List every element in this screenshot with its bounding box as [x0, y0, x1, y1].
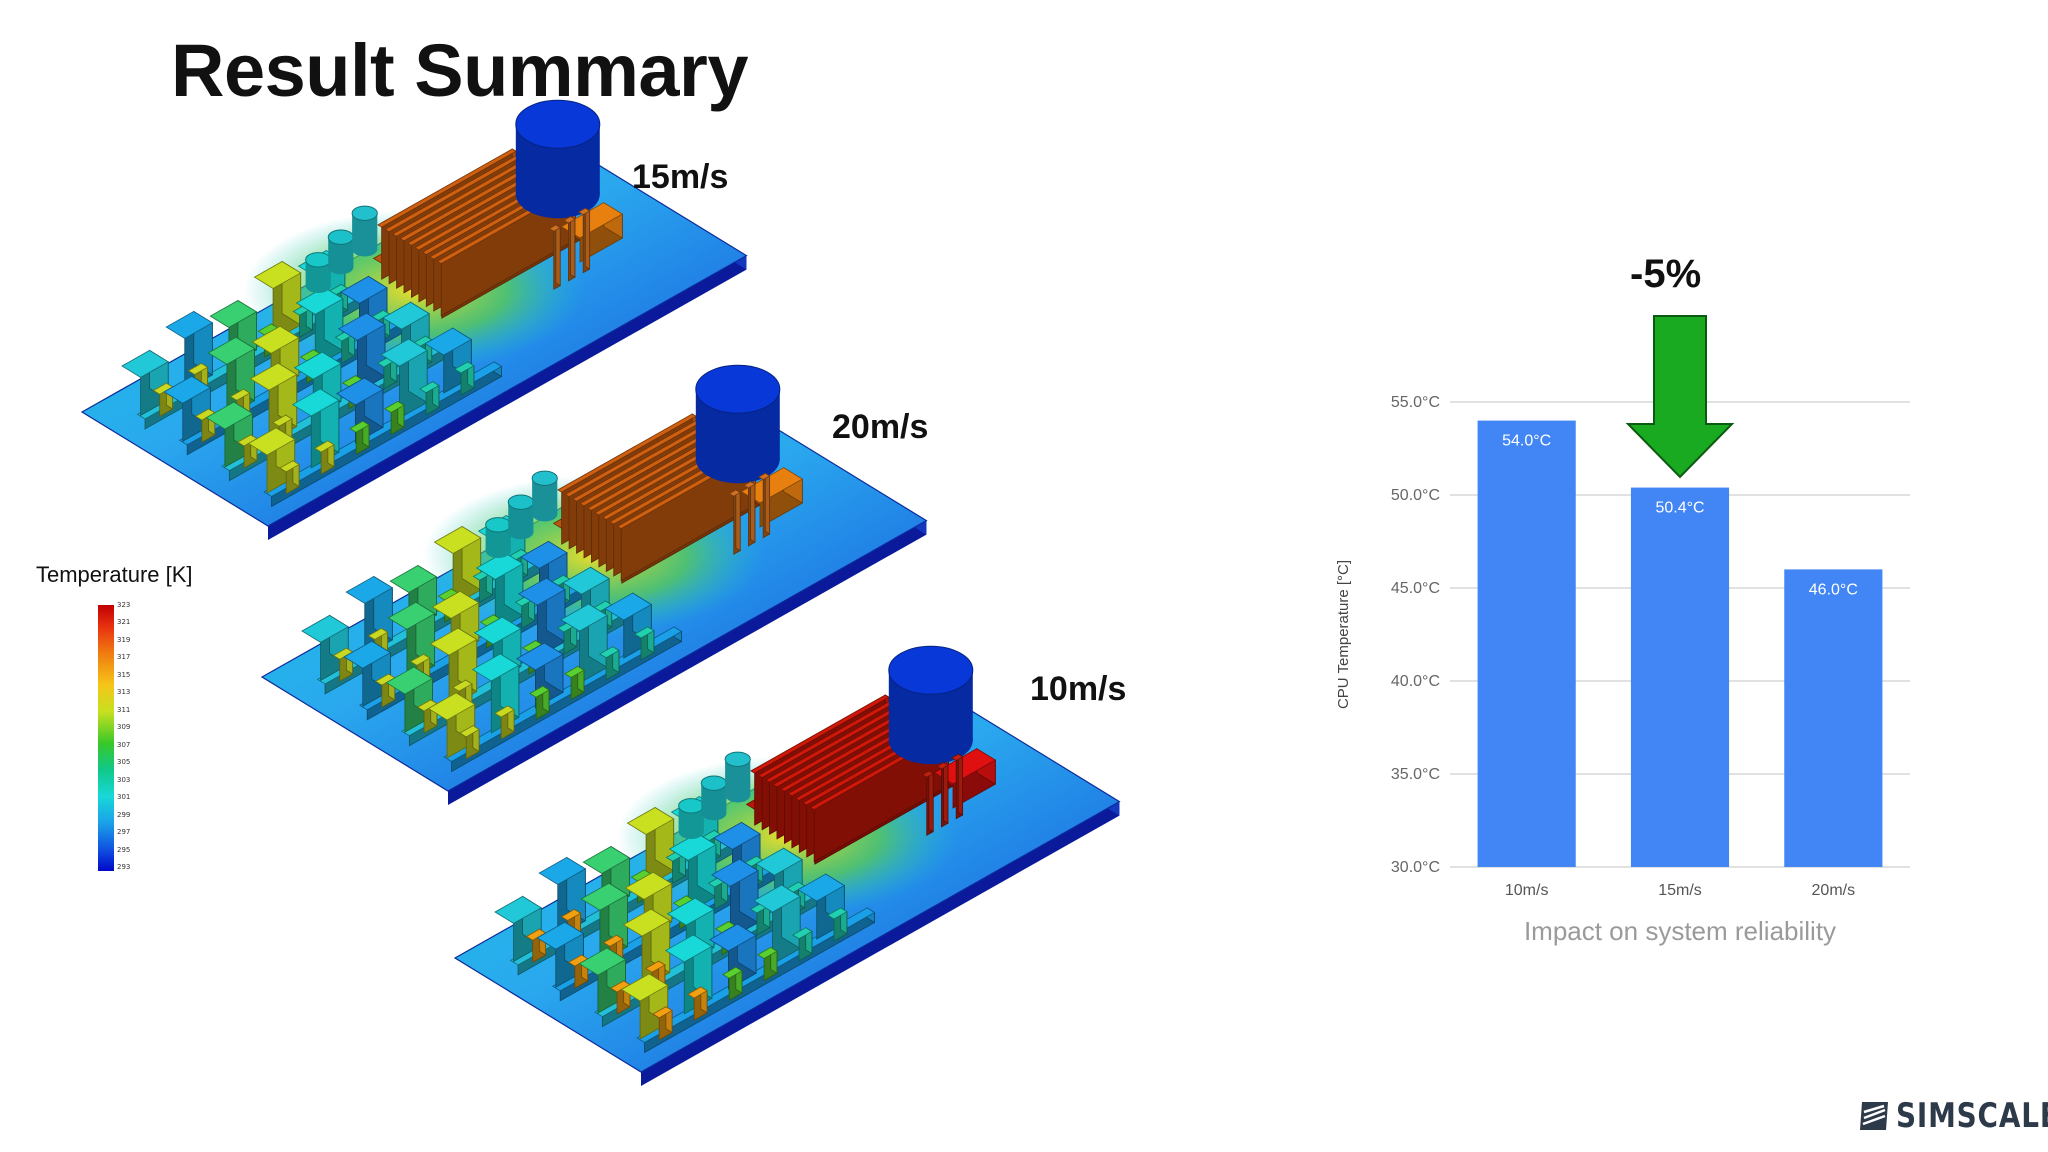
legend-tick: 305 — [117, 758, 131, 767]
x-tick-label: 20m/s — [1812, 882, 1856, 899]
legend-tick: 295 — [117, 845, 131, 854]
legend-tick: 293 — [117, 863, 131, 871]
x-tick-label: 15m/s — [1658, 882, 1702, 899]
pcb-render-15ms — [80, 99, 748, 540]
down-arrow-icon — [1625, 315, 1735, 479]
y-axis-label: CPU Temperature [°C] — [1335, 560, 1352, 709]
legend-tick: 317 — [117, 653, 131, 662]
speed-label-10: 10m/s — [1030, 670, 1127, 708]
bar-data-label: 46.0°C — [1809, 581, 1858, 598]
legend-tick: 307 — [117, 740, 131, 749]
speed-label-15: 15m/s — [632, 158, 729, 196]
legend-tick: 313 — [117, 688, 131, 697]
legend-tick-labels: 323 321 319 317 315 313 311 309 307 305 303 301 299 2… — [117, 601, 147, 873]
pcb-simulation-renders — [80, 99, 1121, 1086]
x-axis-label: Impact on system reliability — [1524, 916, 1836, 946]
bar — [1477, 420, 1576, 867]
legend-tick: 311 — [117, 705, 131, 714]
legend-tick: 321 — [117, 618, 131, 627]
y-tick-label: 50.0°C — [1391, 487, 1440, 504]
bar — [1630, 487, 1730, 867]
slide-title: Result Summary — [171, 29, 748, 112]
temperature-color-bar — [98, 605, 114, 871]
y-tick-label: 55.0°C — [1391, 394, 1440, 411]
bar-data-label: 54.0°C — [1502, 433, 1551, 450]
brand-name: SIMSCALE — [1896, 1096, 2048, 1136]
change-percentage: -5% — [1630, 252, 1702, 296]
x-tick-label: 10m/s — [1505, 882, 1549, 899]
pcb-render-20ms — [260, 364, 928, 805]
legend-tick: 303 — [117, 775, 131, 784]
legend-tick: 315 — [117, 670, 131, 679]
y-tick-label: 35.0°C — [1391, 766, 1440, 783]
legend-tick: 319 — [117, 635, 131, 644]
bar-data-label: 50.4°C — [1655, 500, 1704, 517]
y-tick-label: 45.0°C — [1391, 580, 1440, 597]
legend-tick: 301 — [117, 793, 131, 802]
legend-tick: 299 — [117, 810, 131, 819]
legend-tick: 297 — [117, 828, 131, 837]
y-tick-label: 40.0°C — [1391, 673, 1440, 690]
simscale-logo: SIMSCALE — [1858, 1096, 2048, 1136]
legend-title: Temperature [K] — [36, 562, 193, 587]
bar — [1784, 569, 1883, 867]
legend-tick: 323 — [117, 601, 131, 609]
cpu-temperature-chart: 30.0°C 35.0°C 40.0°C 45.0°C 50.0°C 55.0°C CPU … — [1335, 315, 1910, 946]
pcb-render-10ms — [453, 645, 1121, 1086]
y-tick-label: 30.0°C — [1391, 859, 1440, 876]
simscale-logo-icon — [1860, 1102, 1888, 1130]
legend-tick: 309 — [117, 723, 131, 732]
speed-label-20: 20m/s — [832, 408, 929, 446]
